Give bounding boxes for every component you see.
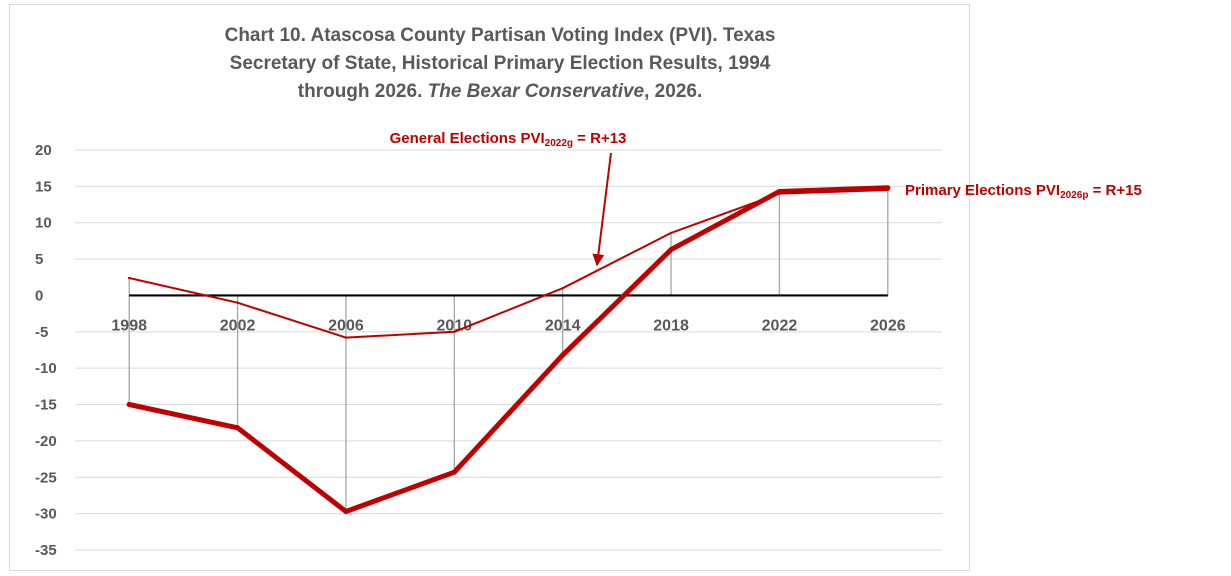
data-point xyxy=(344,336,348,339)
title-line-3-end: , 2026. xyxy=(644,81,703,102)
general-elections-annotation-suffix: = R+13 xyxy=(573,130,626,147)
y-tick-label: -30 xyxy=(35,506,57,523)
primary-pvi-line xyxy=(126,185,891,514)
data-point xyxy=(453,330,456,334)
data-point xyxy=(127,276,131,280)
y-tick-label: 5 xyxy=(35,251,43,268)
data-point xyxy=(560,352,566,358)
data-point xyxy=(343,508,349,514)
chart-frame xyxy=(9,4,970,571)
data-point xyxy=(778,192,781,195)
chart-title-line-1: Chart 10. Atascosa County Partisan Votin… xyxy=(224,25,776,46)
data-point xyxy=(236,301,239,304)
data-point xyxy=(235,425,241,431)
y-tick-label: -25 xyxy=(35,469,57,486)
data-point xyxy=(561,286,564,290)
data-point xyxy=(451,469,457,475)
general-elections-annotation: General Elections PVI2022g = R+13 xyxy=(390,130,627,149)
x-tick-label: 2026 xyxy=(870,317,906,334)
title-line-3-start: through 2026. xyxy=(297,81,428,102)
x-tick-label: 2022 xyxy=(762,317,798,334)
y-tick-label: 0 xyxy=(35,287,43,304)
y-tick-label: 10 xyxy=(35,215,52,232)
x-tick-label: 2018 xyxy=(653,317,689,334)
general-elections-annotation-subscript: 2022g xyxy=(545,138,573,149)
y-tick-label: -10 xyxy=(35,360,57,377)
data-point xyxy=(126,402,132,408)
y-tick-label: -15 xyxy=(35,397,57,414)
general-elections-annotation-prefix: General Elections PVI xyxy=(390,130,545,147)
chart-title-line-2: Secretary of State, Historical Primary E… xyxy=(229,53,771,74)
data-point xyxy=(669,231,673,235)
y-tick-label: 20 xyxy=(35,142,52,159)
chart-title-line-3: through 2026. The Bexar Conservative, 20… xyxy=(70,78,930,106)
data-point xyxy=(668,247,674,253)
y-tick-label: -5 xyxy=(35,324,48,341)
x-tick-label: 2006 xyxy=(328,317,364,334)
primary-elections-annotation-subscript: 2026p xyxy=(1060,190,1088,201)
data-point xyxy=(886,188,890,192)
x-tick-label: 2010 xyxy=(437,317,473,334)
x-tick-label: 2014 xyxy=(545,317,581,334)
primary-elections-annotation: Primary Elections PVI2026p = R+15 xyxy=(905,182,1142,201)
x-tick-label: 2002 xyxy=(220,317,256,334)
primary-elections-annotation-suffix: = R+15 xyxy=(1088,182,1141,199)
title-line-3-italic: The Bexar Conservative xyxy=(427,81,645,102)
y-tick-label: -20 xyxy=(35,433,57,450)
general-annotation-arrow xyxy=(592,152,612,267)
y-tick-label: 15 xyxy=(35,178,52,195)
chart-title: Chart 10. Atascosa County Partisan Votin… xyxy=(70,22,930,106)
primary-elections-annotation-prefix: Primary Elections PVI xyxy=(905,182,1060,199)
y-tick-label: -35 xyxy=(35,542,57,559)
general-pvi-line xyxy=(128,189,889,339)
x-tick-label: 1998 xyxy=(111,317,147,334)
